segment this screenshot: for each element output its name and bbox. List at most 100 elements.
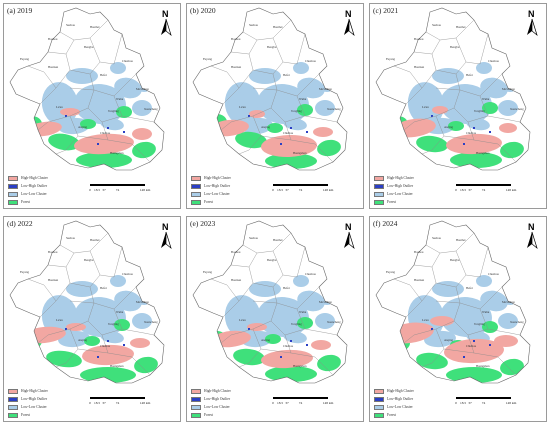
low-high-outlier <box>463 143 465 145</box>
forest-area <box>265 366 317 382</box>
high-high-cluster-area <box>130 338 150 348</box>
city-label: Bengbu <box>450 45 460 49</box>
low-low-cluster-area <box>315 100 335 116</box>
legend-item: Low-High Outlier <box>8 395 78 403</box>
low-high-outlier <box>290 340 292 342</box>
city-label: Huaibei <box>90 238 100 242</box>
legend-label: Forest <box>21 413 30 417</box>
legend-item: Low-High Outlier <box>191 182 261 190</box>
scale-tick-label: 148 km <box>139 188 151 192</box>
map-panel-2: Suzhou Huaibei Bozhou Bengbu Fuyang Huainan He… <box>186 3 364 209</box>
legend-item: Low-Low Cluster <box>8 403 78 411</box>
scale-tick-label: 148 km <box>505 401 517 405</box>
city-label: Tongling <box>108 322 119 326</box>
province-map: Suzhou Huaibei Bozhou Bengbu Fuyang Huainan He… <box>192 7 348 171</box>
legend-label: Low-High Outlier <box>204 184 231 188</box>
high-high-cluster-area <box>74 133 134 155</box>
legend-label: Low-High Outlier <box>21 184 48 188</box>
low-high-outlier <box>65 115 67 117</box>
city-label: Wuhu <box>299 310 307 314</box>
city-label: Huaibei <box>90 25 100 29</box>
scale-tick-label: 37 <box>468 188 472 192</box>
legend-item: High-High Cluster <box>191 174 261 182</box>
low-low-cluster-area <box>422 85 438 95</box>
city-label: Chuzhou <box>488 272 499 276</box>
city-label: Chuzhou <box>305 59 316 63</box>
city-label: Huainan <box>231 278 242 282</box>
north-arrow-icon: N <box>158 222 174 249</box>
city-label: Lu'an <box>239 105 246 109</box>
legend-label: High-High Cluster <box>21 389 48 393</box>
low-low-cluster-area <box>110 62 126 74</box>
forest-area <box>114 319 130 331</box>
legend-label: Forest <box>21 200 30 204</box>
north-arrow-icon: N <box>341 9 357 36</box>
low-high-outlier <box>107 127 109 129</box>
high-high-cluster-area <box>313 127 333 137</box>
legend-item: Low-High Outlier <box>374 395 444 403</box>
city-label: Hefei <box>466 73 473 77</box>
legend-swatch <box>191 191 201 197</box>
forest-area <box>500 358 524 376</box>
scale-tick-label: 37 <box>102 188 106 192</box>
low-high-outlier <box>473 340 475 342</box>
scale-tick-label: 74 <box>481 401 486 405</box>
scale-tick-label: 37 <box>102 401 106 405</box>
scale-tick-label: 74 <box>298 401 303 405</box>
city-label: Huangshan <box>110 364 124 368</box>
legend-item: High-High Cluster <box>374 174 444 182</box>
city-label: Huaibei <box>456 238 466 242</box>
high-high-cluster-area <box>66 323 86 331</box>
scale-tick-label: 37 <box>468 401 472 405</box>
city-label: Suzhou <box>249 236 259 240</box>
city-label: Bozhou <box>48 250 58 254</box>
legend-swatch <box>374 183 384 189</box>
legend-item: High-High Cluster <box>374 387 444 395</box>
city-label: Ma'anshan <box>319 300 332 304</box>
low-low-cluster-area <box>257 296 309 338</box>
scale-tick-label: 0 <box>455 188 457 192</box>
map-legend: High-High Cluster Low-High Outlier Low-Low… <box>374 387 444 419</box>
low-low-cluster-area <box>498 313 518 329</box>
low-high-outlier <box>290 127 292 129</box>
low-low-cluster-area <box>74 83 126 125</box>
city-label: Hefei <box>283 286 290 290</box>
high-high-cluster-area <box>430 316 454 326</box>
scale-bar: 0 18.5 37 74 148 km <box>455 397 517 409</box>
low-high-outlier <box>248 328 250 330</box>
legend-label: Low-Low Cluster <box>387 192 413 196</box>
legend-label: Low-Low Cluster <box>204 192 230 196</box>
province-map: Suzhou Huaibei Bozhou Bengbu Fuyang Huainan He… <box>375 220 531 384</box>
map-panel-1: Suzhou Huaibei Bozhou Bengbu Fuyang Huainan He… <box>3 3 181 209</box>
high-high-cluster-area <box>499 123 517 133</box>
city-label: Wuhu <box>116 310 124 314</box>
low-high-outlier <box>123 131 125 133</box>
forest-area <box>317 354 341 372</box>
panel-label: (c) 2021 <box>373 6 399 15</box>
city-label: Xuancheng <box>327 320 341 324</box>
city-label: Xuancheng <box>144 320 158 324</box>
high-high-cluster-area <box>311 340 331 350</box>
city-label: Suzhou <box>249 23 259 27</box>
panel-label: (b) 2020 <box>190 6 216 15</box>
city-label: Tongling <box>291 109 302 113</box>
low-low-cluster-area <box>432 281 464 297</box>
low-high-outlier <box>97 143 99 145</box>
low-high-outlier <box>123 344 125 346</box>
map-panel-6: Suzhou Huaibei Bozhou Bengbu Fuyang Huainan He… <box>369 216 547 422</box>
legend-swatch <box>191 199 201 205</box>
map-panel-3: Suzhou Huaibei Bozhou Bengbu Fuyang Huainan He… <box>369 3 547 209</box>
scale-bar: 0 18.5 37 74 148 km <box>89 397 150 409</box>
city-label: Chizhou <box>100 344 111 348</box>
legend-swatch <box>8 191 18 197</box>
high-high-cluster-area <box>132 128 152 140</box>
city-label: Suzhou <box>66 236 76 240</box>
legend-swatch <box>8 412 18 418</box>
city-label: Huainan <box>48 278 59 282</box>
legend-swatch <box>374 404 384 410</box>
scale-bar: 0 18.5 37 74 148 km <box>272 184 333 196</box>
forest-area <box>450 152 502 168</box>
forest-area <box>265 334 281 344</box>
north-label: N <box>162 222 169 232</box>
legend-swatch <box>374 191 384 197</box>
